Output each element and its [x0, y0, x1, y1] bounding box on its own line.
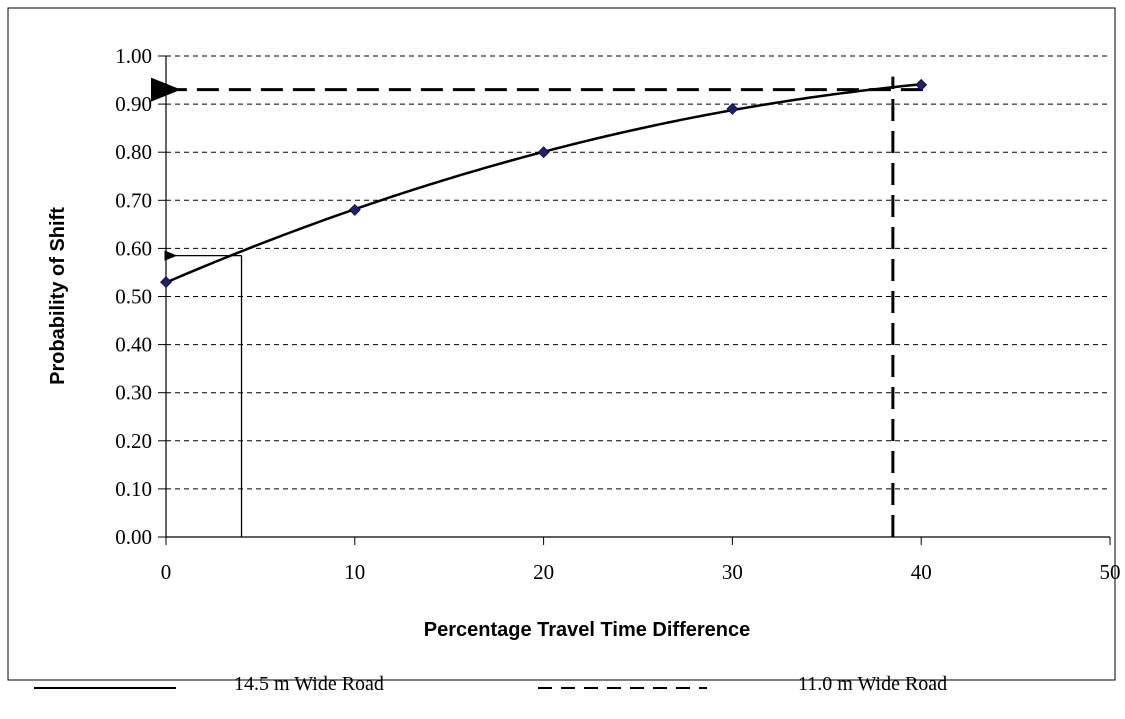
x-tick-label-2: 20: [533, 560, 554, 584]
y-tick-label-3: 0.30: [115, 381, 152, 405]
y-tick-label-7: 0.70: [115, 188, 152, 212]
x-tick-label-3: 30: [722, 560, 743, 584]
data-point-4: [915, 78, 928, 91]
axes: [165, 56, 1110, 538]
x-tick-label-0: 0: [161, 560, 172, 584]
x-tick-label-5: 50: [1100, 560, 1121, 584]
y-tick-label-2: 0.20: [115, 429, 152, 453]
data-points: [160, 78, 928, 288]
y-tick-label-8: 0.80: [115, 140, 152, 164]
x-tick-label-4: 40: [911, 560, 932, 584]
y-tick-label-5: 0.50: [115, 285, 152, 309]
legend: 14.5 m Wide Road 11.0 m Wide Road: [34, 673, 947, 695]
y-tick-label-0: 0.00: [115, 525, 152, 549]
y-tick-label-6: 0.60: [115, 236, 152, 260]
x-tick-label-1: 10: [344, 560, 365, 584]
data-point-2: [537, 146, 550, 159]
y-tick-labels: 0.00 0.10 0.20 0.30 0.40 0.50 0.60 0.70 0.80 0.90…: [115, 44, 152, 549]
annotations: [151, 76, 923, 537]
x-tick-labels: 0 10 20 30 40 50: [161, 560, 1121, 584]
y-tick-label-10: 1.00: [115, 44, 152, 68]
y-tick-label-4: 0.40: [115, 333, 152, 357]
chart-frame: [7, 7, 1116, 681]
y-tick-label-1: 0.10: [115, 477, 152, 501]
x-axis-title: Percentage Travel Time Difference: [424, 619, 750, 641]
legend-label-2: 11.0 m Wide Road: [798, 673, 947, 695]
y-tick-label-9: 0.90: [115, 92, 152, 116]
gridlines: [158, 55, 1111, 545]
data-point-1: [348, 203, 361, 216]
data-point-0: [160, 276, 172, 288]
y-axis-title: Probability of Shift: [47, 207, 69, 385]
data-point-3: [726, 102, 739, 115]
legend-label-1: 14.5 m Wide Road: [234, 673, 384, 695]
